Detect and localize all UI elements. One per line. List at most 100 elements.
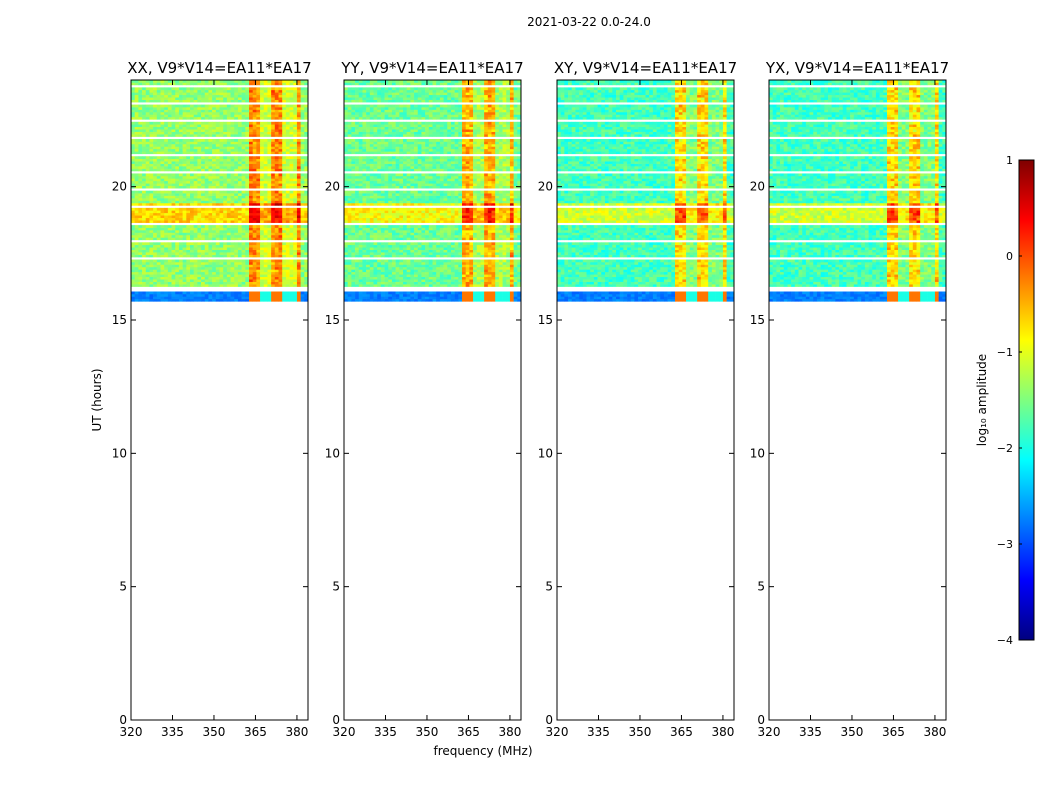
heatmap-cell	[249, 237, 253, 241]
heatmap-cell	[237, 210, 242, 214]
heatmap-cell	[380, 232, 385, 236]
heatmap-cell	[263, 124, 268, 128]
heatmap-cell	[156, 281, 161, 285]
heatmap-cell	[234, 242, 239, 246]
heatmap-cell	[282, 220, 287, 223]
heatmap-cell	[256, 234, 261, 238]
heatmap-cell	[208, 232, 213, 236]
heatmap-cell	[491, 232, 496, 236]
heatmap-cell	[138, 276, 143, 280]
heatmap-cell	[226, 247, 231, 250]
heatmap-cell	[362, 254, 367, 258]
heatmap-cell	[428, 259, 433, 263]
heatmap-cell	[289, 227, 294, 231]
heatmap-cell	[193, 274, 198, 278]
heatmap-cell	[178, 232, 183, 236]
heatmap-cell	[186, 185, 191, 189]
heatmap-cell	[300, 163, 305, 167]
heatmap-cell	[249, 141, 253, 145]
heatmap-cell	[278, 139, 283, 142]
heatmap-cell	[282, 92, 287, 96]
heatmap-cell	[304, 198, 309, 201]
heatmap-cell	[153, 109, 158, 113]
heatmap-cell	[395, 242, 400, 246]
heatmap-cell	[344, 261, 348, 265]
heatmap-cell	[399, 271, 404, 275]
heatmap-cell	[513, 281, 518, 285]
heatmap-cell	[285, 217, 290, 221]
heatmap-cell	[260, 217, 265, 221]
heatmap-cell	[355, 237, 360, 241]
heatmap-cell	[252, 210, 257, 214]
heatmap-cell	[245, 281, 250, 285]
heatmap-cell	[249, 225, 253, 228]
heatmap-cell	[443, 227, 448, 231]
heatmap-cell	[160, 291, 165, 295]
heatmap-cell	[480, 247, 485, 250]
heatmap-cell	[267, 146, 272, 150]
heatmap-cell	[241, 139, 246, 142]
heatmap-cell	[491, 227, 496, 231]
heatmap-cell	[473, 291, 478, 295]
heatmap-cell	[252, 252, 257, 255]
heatmap-cell	[241, 252, 246, 255]
heatmap-cell	[491, 261, 496, 265]
heatmap-cell	[249, 80, 253, 83]
heatmap-cell	[245, 94, 250, 98]
heatmap-cell	[149, 178, 154, 182]
heatmap-cell	[252, 99, 257, 103]
heatmap-cell	[223, 146, 228, 150]
heatmap-cell	[347, 237, 352, 241]
heatmap-cell	[149, 264, 154, 268]
heatmap-cell	[131, 284, 135, 287]
heatmap-cell	[484, 234, 489, 238]
heatmap-cell	[271, 261, 276, 265]
heatmap-cell	[487, 244, 492, 248]
heatmap-cell	[447, 237, 452, 241]
heatmap-cell	[355, 298, 360, 302]
heatmap-cell	[296, 190, 301, 194]
heatmap-cell	[443, 252, 448, 255]
heatmap-cell	[160, 80, 165, 83]
heatmap-cell	[373, 284, 378, 287]
heatmap-cell	[289, 173, 294, 177]
heatmap-cell	[274, 261, 279, 265]
heatmap-cell	[285, 264, 290, 268]
heatmap-cell	[149, 114, 154, 118]
heatmap-cell	[201, 225, 206, 228]
heatmap-cell	[241, 168, 246, 172]
heatmap-cell	[282, 227, 287, 231]
heatmap-cell	[212, 237, 217, 241]
heatmap-cell	[260, 104, 265, 108]
heatmap-cell	[149, 210, 154, 214]
heatmap-cell	[260, 254, 265, 258]
heatmap-cell	[296, 124, 301, 128]
heatmap-cell	[226, 111, 231, 115]
heatmap-cell	[506, 259, 511, 263]
heatmap-cell	[190, 284, 194, 287]
heatmap-cell	[215, 178, 220, 182]
heatmap-cell	[414, 296, 419, 300]
heatmap-cell	[293, 87, 298, 91]
heatmap-cell	[384, 225, 389, 228]
heatmap-cell	[234, 175, 239, 179]
heatmap-cell	[182, 269, 187, 273]
heatmap-cell	[480, 296, 485, 300]
heatmap-cell	[282, 116, 287, 120]
heatmap-cell	[421, 232, 426, 236]
heatmap-cell	[212, 124, 217, 128]
heatmap-cell	[208, 249, 213, 253]
heatmap-cell	[263, 97, 268, 100]
heatmap-cell	[175, 252, 180, 255]
heatmap-cell	[215, 161, 220, 164]
heatmap-cell	[380, 296, 385, 300]
heatmap-cell	[131, 225, 135, 228]
heatmap-cell	[171, 269, 176, 273]
heatmap-cell	[160, 269, 165, 273]
heatmap-cell	[160, 185, 165, 189]
heatmap-cell	[384, 269, 389, 273]
heatmap-cell	[509, 266, 514, 270]
heatmap-cell	[208, 82, 213, 86]
heatmap-cell	[369, 259, 374, 263]
heatmap-cell	[491, 269, 496, 273]
